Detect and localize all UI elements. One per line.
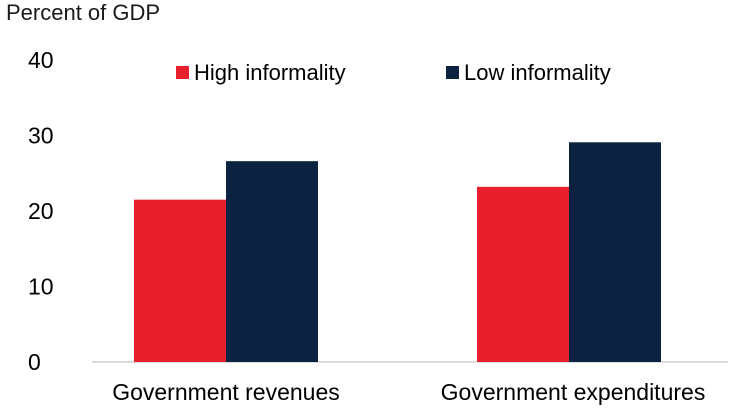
- y-axis-ticks: 0 10 20 30 40: [28, 47, 54, 375]
- y-tick-label: 20: [28, 198, 54, 224]
- bar-high-informality-1: [477, 186, 569, 362]
- y-tick-label: 40: [28, 47, 54, 73]
- y-axis-title: Percent of GDP: [6, 0, 161, 25]
- y-tick-label: 0: [28, 349, 41, 375]
- legend-swatch: [446, 66, 459, 79]
- x-category-label: Government revenues: [112, 379, 340, 405]
- legend: High informality Low informality: [176, 60, 611, 85]
- x-axis-categories: Government revenues Government expenditur…: [112, 379, 705, 405]
- bar-low-informality-1: [569, 142, 661, 362]
- x-category-label: Government expenditures: [441, 379, 706, 405]
- y-tick-label: 10: [28, 274, 54, 300]
- bar-low-informality-0: [226, 161, 318, 362]
- y-tick-label: 30: [28, 123, 54, 149]
- legend-swatch: [176, 66, 189, 79]
- bar-high-informality-0: [134, 199, 226, 362]
- legend-label: Low informality: [464, 60, 611, 85]
- bars: [134, 142, 661, 362]
- legend-label: High informality: [194, 60, 346, 85]
